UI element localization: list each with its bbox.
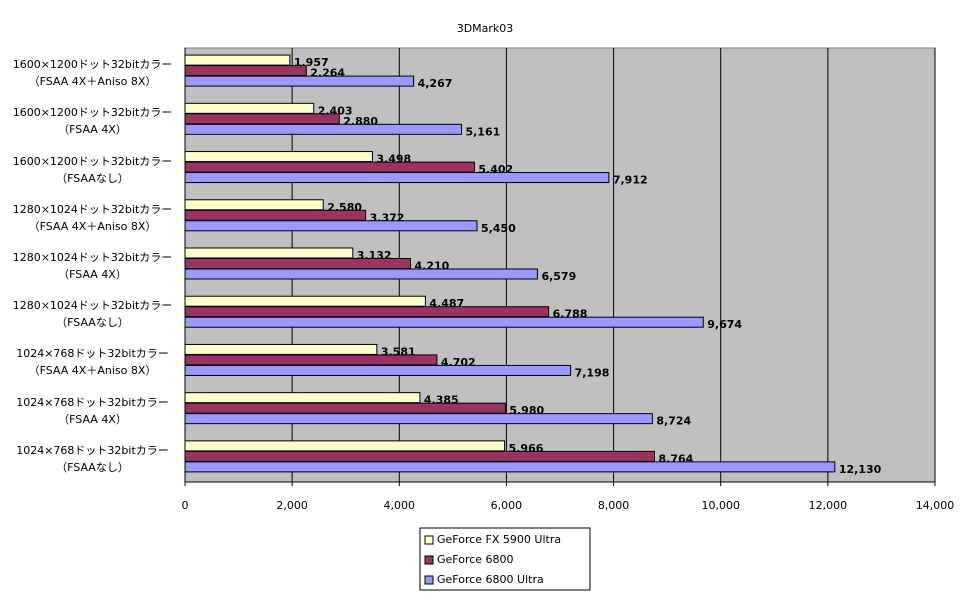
value-label: 12,130	[839, 463, 882, 476]
bar	[184, 392, 421, 404]
bar	[184, 306, 550, 318]
bar	[184, 450, 655, 462]
value-label: 7,912	[613, 174, 648, 187]
value-label: 6,579	[541, 270, 576, 283]
value-label: 7,198	[575, 366, 610, 379]
bar	[184, 364, 572, 376]
bar	[184, 172, 610, 184]
y-tick-label: 1600×1200ドット32bitカラー （FSAAなし）	[12, 154, 173, 185]
bar	[184, 161, 475, 173]
bar	[184, 65, 307, 77]
bar	[184, 151, 373, 163]
bar	[184, 343, 378, 355]
bar	[184, 413, 653, 425]
value-label: 8,724	[656, 415, 691, 428]
value-label: 5,161	[465, 125, 500, 138]
y-tick-label: 1024×768ドット32bitカラー （FSAA 4X）	[16, 395, 169, 426]
bar	[184, 113, 340, 125]
legend-marker	[424, 535, 434, 545]
bar	[184, 258, 412, 269]
legend-label: GeForce 6800 Ultra	[437, 573, 544, 586]
bar	[184, 54, 291, 66]
y-tick-label: 1600×1200ドット32bitカラー （FSAA 4X＋Aniso 8X）	[12, 58, 173, 89]
y-tick-label: 1600×1200ドット32bitカラー （FSAA 4X）	[12, 106, 173, 137]
value-label: 9,674	[707, 318, 742, 331]
x-tick-label: 4,000	[384, 499, 416, 512]
bar	[184, 461, 836, 473]
bar	[184, 102, 315, 114]
x-tick-label: 10,000	[701, 499, 740, 512]
value-label: 4,267	[418, 77, 453, 90]
bar	[184, 123, 462, 135]
x-tick-label: 6,000	[491, 499, 523, 512]
legend-marker	[424, 555, 434, 565]
x-tick-label: 8,000	[598, 499, 630, 512]
legend-box	[419, 527, 591, 591]
x-tick-label: 0	[182, 499, 189, 512]
y-tick-label: 1280×1024ドット32bitカラー （FSAAなし）	[12, 299, 173, 330]
bar	[184, 199, 324, 211]
bar	[184, 354, 438, 366]
x-tick-label: 12,000	[809, 499, 848, 512]
bar	[184, 440, 506, 452]
bar	[184, 402, 506, 414]
value-label: 5,450	[481, 222, 516, 235]
bar	[184, 209, 367, 221]
bar	[184, 75, 415, 87]
y-tick-label: 1024×768ドット32bitカラー （FSAAなし）	[16, 443, 169, 474]
bar	[184, 295, 426, 307]
y-tick-label: 1280×1024ドット32bitカラー （FSAA 4X）	[12, 251, 173, 281]
x-tick-label: 14,000	[916, 499, 955, 512]
bar	[184, 220, 478, 232]
legend-label: GeForce 6800	[437, 553, 514, 566]
y-tick-label: 1024×768ドット32bitカラー （FSAA 4X＋Aniso 8X）	[16, 347, 169, 378]
chart-title: 3DMark03	[457, 22, 514, 35]
bar	[184, 268, 538, 280]
bar	[184, 247, 354, 259]
bar	[184, 316, 704, 328]
y-tick-label: 1280×1024ドット32bitカラー （FSAA 4X＋Aniso 8X）	[12, 202, 173, 233]
legend-marker	[424, 575, 434, 585]
legend-label: GeForce FX 5900 Ultra	[437, 533, 561, 546]
x-tick-label: 2,000	[276, 499, 308, 512]
